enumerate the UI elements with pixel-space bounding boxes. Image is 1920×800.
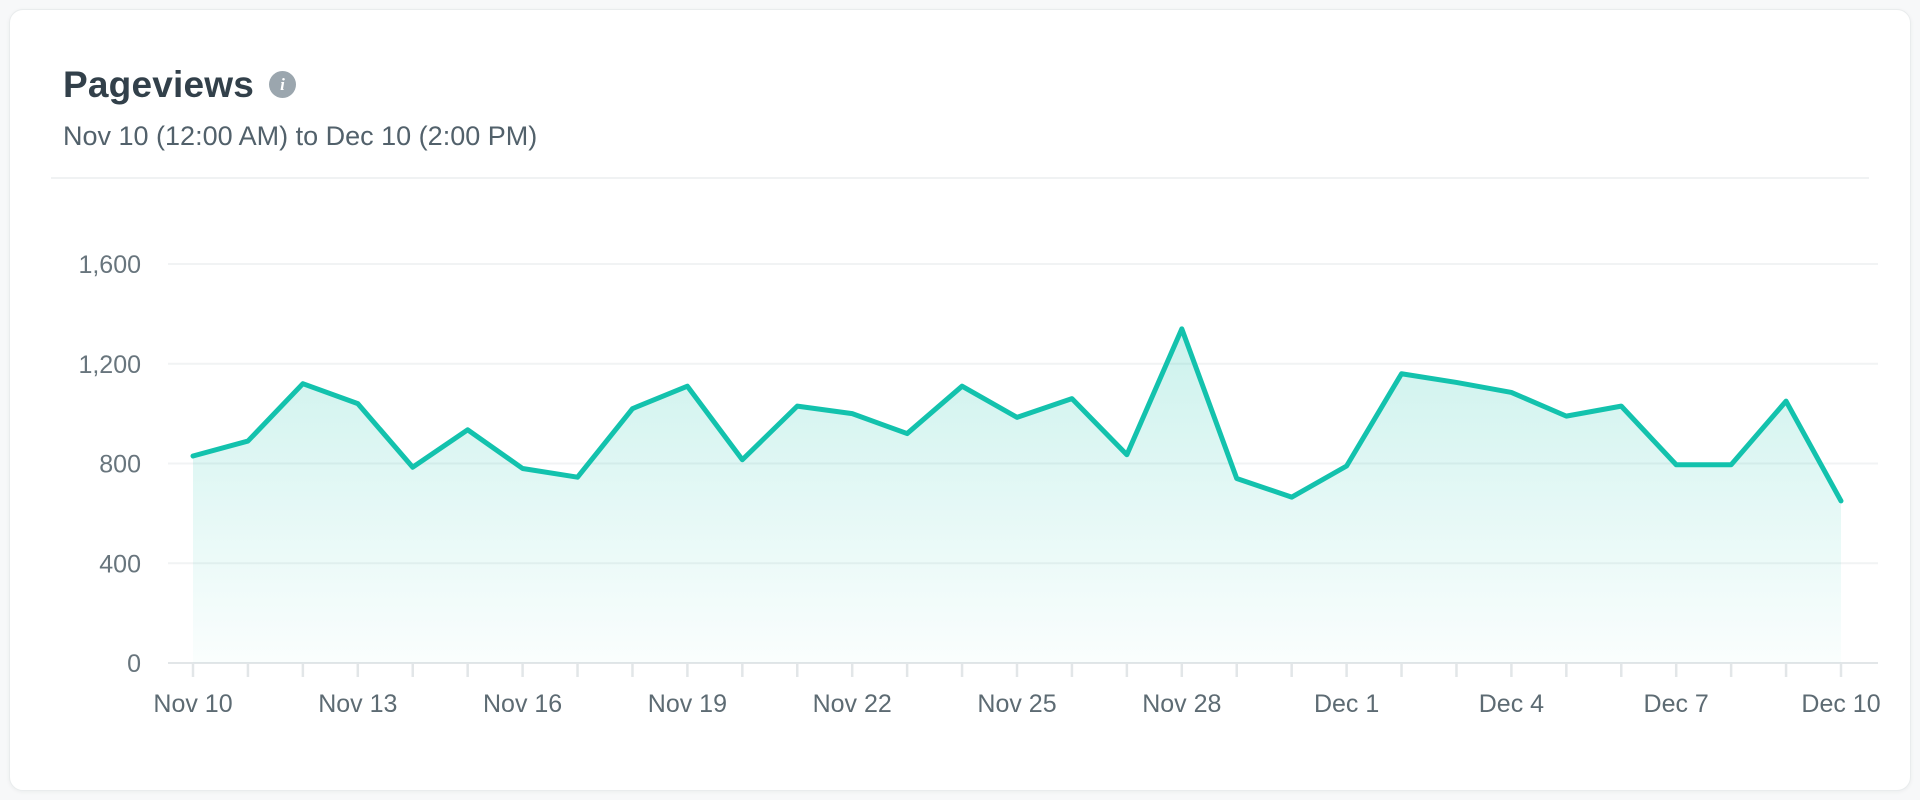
x-axis-label: Nov 25 bbox=[977, 690, 1056, 718]
x-axis-label: Nov 13 bbox=[318, 690, 397, 718]
y-axis-label: 0 bbox=[127, 650, 141, 678]
series-line bbox=[190, 326, 1844, 504]
y-axis-label: 1,600 bbox=[78, 251, 141, 279]
x-axis-label: Nov 19 bbox=[648, 690, 727, 718]
y-axis-label: 1,200 bbox=[78, 351, 141, 379]
y-axis-label: 400 bbox=[99, 550, 141, 578]
x-axis-label: Dec 4 bbox=[1479, 690, 1544, 718]
y-axis-label: 800 bbox=[99, 451, 141, 479]
page-title: Pageviews bbox=[63, 64, 255, 105]
x-axis-label: Nov 28 bbox=[1142, 690, 1221, 718]
x-axis-label: Dec 7 bbox=[1644, 690, 1709, 718]
series-area-fill bbox=[193, 328, 1841, 663]
x-axis-label: Nov 10 bbox=[153, 690, 232, 718]
header-divider bbox=[51, 177, 1869, 179]
date-range-subtitle: Nov 10 (12:00 AM) to Dec 10 (2:00 PM) bbox=[63, 121, 538, 151]
info-icon[interactable]: i bbox=[269, 71, 296, 98]
x-axis-label: Dec 1 bbox=[1314, 690, 1379, 718]
x-axis-label: Nov 22 bbox=[813, 690, 892, 718]
x-axis-label: Dec 10 bbox=[1801, 690, 1880, 718]
info-icon-glyph: i bbox=[280, 75, 285, 94]
x-axis-label: Nov 16 bbox=[483, 690, 562, 718]
